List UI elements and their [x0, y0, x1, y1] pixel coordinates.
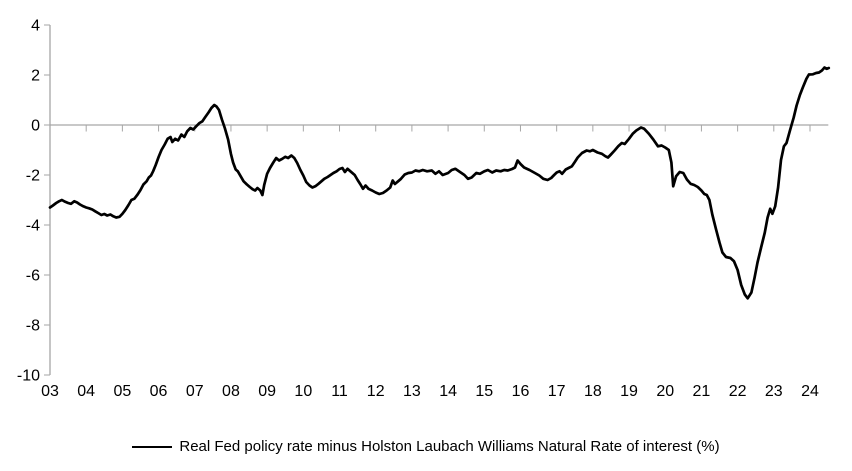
x-axis-label: 22 — [729, 383, 747, 400]
x-axis-label: 14 — [439, 383, 457, 400]
x-axis-label: 06 — [150, 383, 168, 400]
x-axis-label: 21 — [693, 383, 711, 400]
x-axis-label: 24 — [801, 383, 819, 400]
x-axis-label: 13 — [403, 383, 421, 400]
x-axis-label: 07 — [186, 383, 204, 400]
series-line — [48, 66, 831, 300]
x-axis-label: 09 — [258, 383, 276, 400]
y-axis-label: 2 — [31, 68, 40, 85]
y-axis-label: -10 — [17, 368, 40, 385]
x-axis-label: 03 — [41, 383, 59, 400]
y-axis-label: -4 — [26, 218, 40, 235]
x-axis-label: 04 — [77, 383, 95, 400]
y-axis-label: -6 — [26, 268, 40, 285]
legend: Real Fed policy rate minus Holston Lauba… — [0, 438, 852, 455]
x-axis-label: 15 — [475, 383, 493, 400]
chart-canvas: 03 04 05 06 07 08 09 10 11 12 13 14 15 16 17 18 19 20 21 22… — [17, 18, 831, 400]
x-axis-label: 11 — [331, 383, 348, 400]
x-axis-label: 17 — [548, 383, 566, 400]
y-axis-label: -2 — [26, 168, 40, 185]
y-axis-label: 0 — [31, 118, 40, 135]
x-axis-label: 19 — [620, 383, 638, 400]
x-axis-label: 18 — [584, 383, 602, 400]
x-axis-label: 08 — [222, 383, 240, 400]
x-axis-label: 20 — [656, 383, 674, 400]
x-axis-label: 12 — [367, 383, 385, 400]
legend-series-label: Real Fed policy rate minus Holston Lauba… — [179, 438, 720, 455]
x-axis-label: 23 — [765, 383, 783, 400]
x-axis-label: 05 — [113, 383, 131, 400]
y-axis-label: -8 — [26, 318, 40, 335]
y-axis-label: 4 — [31, 18, 40, 35]
legend-line-swatch — [132, 445, 173, 448]
x-axis-label: 16 — [512, 383, 530, 400]
x-axis-label: 10 — [294, 383, 312, 400]
